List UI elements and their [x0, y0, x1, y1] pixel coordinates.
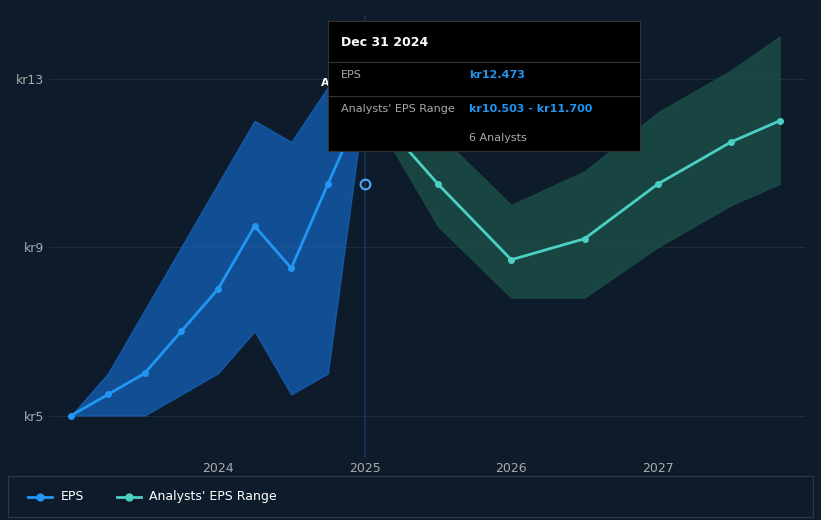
Text: kr10.503 - kr11.700: kr10.503 - kr11.700 — [469, 104, 592, 114]
Text: Actual: Actual — [320, 78, 360, 88]
Text: 6 Analysts: 6 Analysts — [469, 133, 526, 142]
Text: EPS: EPS — [61, 490, 84, 503]
Text: kr12.473: kr12.473 — [469, 70, 525, 80]
Text: Analysts' EPS Range: Analysts' EPS Range — [341, 104, 455, 114]
Text: Analysts Forecasts: Analysts Forecasts — [369, 78, 473, 88]
Text: Dec 31 2024: Dec 31 2024 — [341, 36, 428, 49]
Text: Analysts' EPS Range: Analysts' EPS Range — [149, 490, 277, 503]
Text: EPS: EPS — [341, 70, 362, 80]
